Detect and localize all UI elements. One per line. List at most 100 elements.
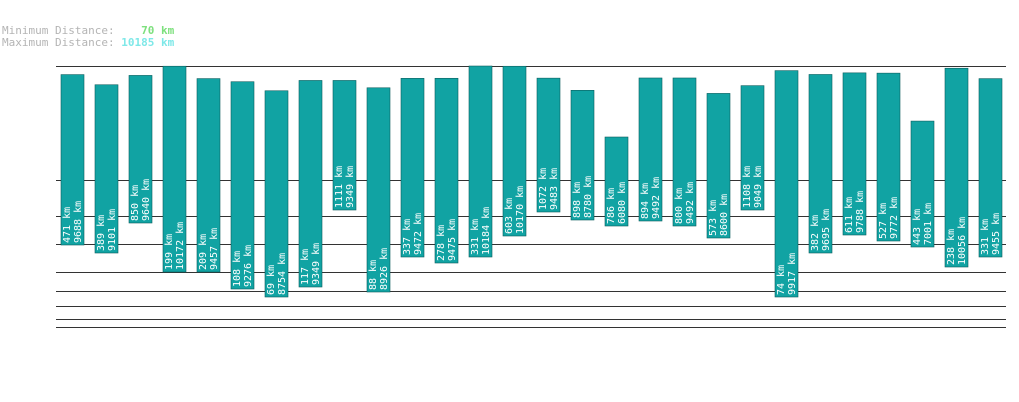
max-distance-label: 9475 km	[447, 219, 458, 261]
max-distance-label: 9349 km	[311, 243, 322, 285]
max-distance-label: 9788 km	[855, 191, 866, 233]
min-distance-label: 199 km	[164, 234, 175, 270]
max-distance-label: 9276 km	[243, 245, 254, 287]
max-distance-label: 9472 km	[413, 213, 424, 255]
max-distance-label: 9772 km	[889, 197, 900, 239]
min-distance-label: 238 km	[946, 229, 957, 265]
max-distance-label: 8754 km	[277, 253, 288, 295]
bar	[638, 77, 663, 222]
max-distance-label: 9483 km	[549, 168, 560, 210]
max-distance-label: 10170 km	[515, 186, 526, 234]
bar-column: 894 km 9492 km	[638, 77, 663, 222]
bars-group: 471 km 9688 km 389 km 9101 km 850 km 9640 km 1…	[60, 65, 1003, 298]
min-distance-row: Minimum Distance: 70 km	[2, 25, 174, 37]
bar	[944, 67, 969, 268]
min-distance-label: 786 km	[606, 188, 617, 224]
max-distance-label: 8780 km	[583, 176, 594, 218]
max-distance-label: 9492 km	[651, 177, 662, 219]
bar-column: 117 km 9349 km	[298, 80, 323, 288]
min-distance-label: 527 km	[878, 203, 889, 239]
min-distance-label: 471 km	[62, 207, 73, 243]
bar-column: 337 km 9472 km	[400, 78, 425, 258]
max-distance-label: 8600 km	[719, 194, 730, 236]
min-distance-label: 1072 km	[538, 168, 549, 210]
min-distance-label: 337 km	[402, 219, 413, 255]
bar	[60, 74, 85, 246]
bar	[978, 78, 1003, 258]
bar-column: 1108 km 9049 km	[740, 85, 765, 211]
min-distance-label: 74 km	[776, 265, 787, 295]
min-distance-label: 331 km	[470, 219, 481, 255]
bar-column: 800 km 9492 km	[672, 77, 697, 227]
bar-column: 603 km 10170 km	[502, 65, 527, 237]
max-distance-label: 10172 km	[175, 222, 186, 270]
min-distance-label: 1111 km	[334, 166, 345, 208]
bar-column: 527 km 9772 km	[876, 72, 901, 242]
bar	[94, 84, 119, 254]
bar-column: 786 km 6080 km	[604, 136, 629, 227]
max-distance-label: 9049 km	[753, 166, 764, 208]
bar-column: 88 km 8926 km	[366, 87, 391, 293]
max-distance-label: 9349 km	[345, 166, 356, 208]
bar	[740, 85, 765, 211]
bar-column: 898 km 8780 km	[570, 90, 595, 221]
bar	[502, 65, 527, 237]
bar-column: 611 km 9788 km	[842, 72, 867, 236]
min-distance-label: 331 km	[980, 219, 991, 255]
bar-column: 69 km 8754 km	[264, 90, 289, 298]
max-distance-label: 9695 km	[821, 209, 832, 251]
bar-column: 573 km 8600 km	[706, 93, 731, 239]
max-distance-label: 6080 km	[617, 182, 628, 224]
bar	[774, 70, 799, 298]
bar-column: 331 km 10184 km	[468, 65, 493, 258]
bar	[706, 93, 731, 239]
min-distance-label: 894 km	[640, 183, 651, 219]
min-distance-label: 850 km	[130, 185, 141, 221]
min-distance-label: 573 km	[708, 200, 719, 236]
min-distance-label: 603 km	[504, 198, 515, 234]
min-distance-label: 278 km	[436, 225, 447, 261]
min-distance-value: 70 km	[141, 24, 175, 37]
bar	[910, 120, 935, 248]
bar	[230, 81, 255, 290]
bar-column: 1111 km 9349 km	[332, 80, 357, 211]
min-distance-label: 443 km	[912, 209, 923, 245]
bar	[366, 87, 391, 293]
max-distance-label: 10184 km	[481, 207, 492, 255]
bar	[604, 136, 629, 227]
bar	[128, 75, 153, 224]
min-distance-label: 800 km	[674, 188, 685, 224]
min-distance-label: 389 km	[96, 215, 107, 251]
max-distance-label: 9492 km	[685, 182, 696, 224]
bar-column: 382 km 9695 km	[808, 74, 833, 254]
bar	[842, 72, 867, 236]
bar-column: 471 km 9688 km	[60, 74, 85, 246]
min-distance-label: 1108 km	[742, 166, 753, 208]
bar-column: 331 km 9455 km	[978, 78, 1003, 258]
bar	[570, 90, 595, 221]
max-distance-row: Maximum Distance: 10185 km	[2, 37, 174, 49]
max-distance-label: 7001 km	[923, 203, 934, 245]
min-distance-label: Minimum Distance:	[2, 24, 115, 37]
min-distance-label: 611 km	[844, 197, 855, 233]
bar	[162, 65, 187, 273]
max-distance-label: 9457 km	[209, 228, 220, 270]
min-distance-label: 108 km	[232, 251, 243, 287]
bar	[672, 77, 697, 227]
max-distance-label: 9455 km	[991, 213, 1002, 255]
bar	[876, 72, 901, 242]
min-distance-label: 898 km	[572, 182, 583, 218]
max-distance-label: 9917 km	[787, 253, 798, 295]
bar-column: 278 km 9475 km	[434, 77, 459, 264]
bar	[468, 65, 493, 258]
bar	[808, 74, 833, 254]
bar	[264, 90, 289, 298]
bar-column: 74 km 9917 km	[774, 70, 799, 298]
max-distance-label: 9640 km	[141, 179, 152, 221]
bar	[434, 77, 459, 264]
bar-column: 108 km 9276 km	[230, 81, 255, 290]
bar	[536, 77, 561, 213]
bar	[332, 80, 357, 211]
bar	[196, 78, 221, 273]
bar-column: 443 km 7001 km	[910, 120, 935, 248]
